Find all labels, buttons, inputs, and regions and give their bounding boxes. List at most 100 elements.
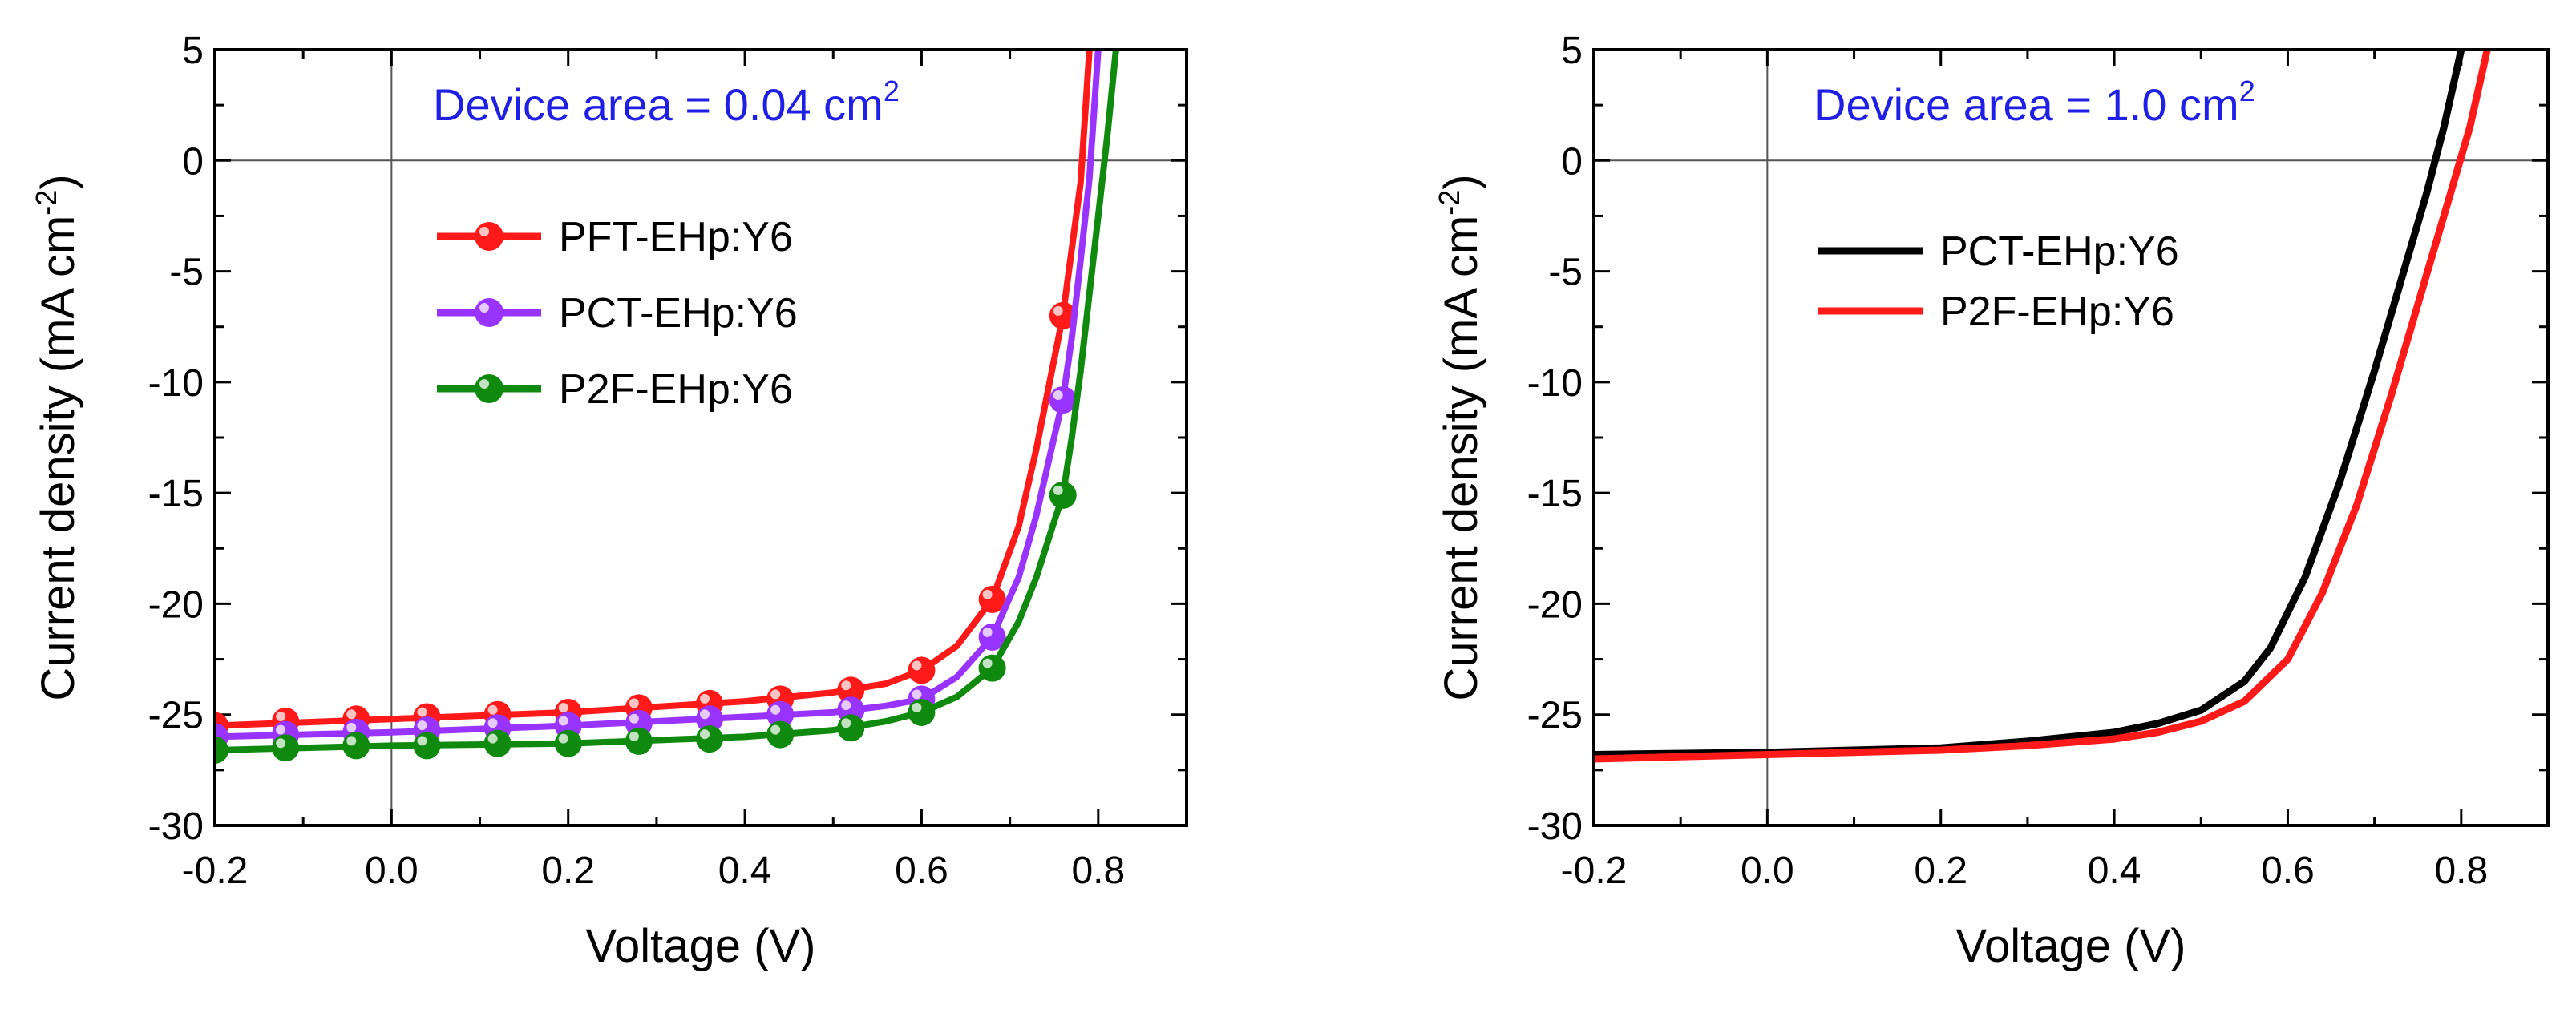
data-point [413,732,441,760]
y-tick-label: 0 [182,140,204,183]
y-tick-label: -10 [148,362,204,405]
x-tick-label: 0.2 [541,850,595,892]
data-point-highlight [558,733,568,744]
x-tick-label: 0.6 [895,850,948,892]
plot-frame [1592,48,2550,827]
y-tick-label: -20 [1527,583,1583,626]
data-point [342,732,370,760]
y-tick-label: 0 [1561,140,1583,183]
data-point-highlight [912,660,922,671]
y-tick-label: 5 [1561,30,1583,72]
device-area-sup: 2 [2239,75,2255,107]
x-tick-label: -0.2 [1561,850,1628,892]
legend-marker [475,374,503,403]
y-tick-label: -15 [1527,473,1583,515]
legend-label: P2F-EHp:Y6 [559,366,793,413]
y-axis-title-close: ) [1435,174,1487,189]
data-point-highlight [346,709,357,720]
y-axis-title: Current density (mA cm-2) [30,174,84,700]
data-point-highlight [558,702,568,712]
data-point-highlight [912,702,922,712]
x-tick-label: 0.2 [1914,850,1967,892]
data-point-highlight [417,720,427,731]
device-area-annotation: Device area = 1.0 cm2 [1814,75,2255,130]
device-area-text: Device area = 1.0 cm [1814,79,2239,130]
plot-frame [213,48,1188,827]
x-tick-label: 0.0 [1741,850,1794,892]
data-point-highlight [346,722,357,732]
y-axis-title-close: ) [32,174,84,189]
x-tick-label: -0.2 [182,850,249,892]
data-point-highlight [487,733,498,744]
y-tick-label: 5 [182,30,204,72]
plot-area [1594,50,2491,763]
data-point [978,654,1006,682]
legend-marker [475,222,503,251]
device-area-text: Device area = 0.04 cm [433,79,884,130]
plot-area [215,50,1119,764]
y-tick-label: -5 [169,252,204,294]
y-axis-title-sup: -2 [1433,190,1466,216]
y-tick-label: -30 [1527,805,1583,848]
device-area-annotation: Device area = 0.04 cm2 [433,75,900,130]
data-point [554,729,582,757]
x-axis-title: Voltage (V) [586,920,816,972]
legend-marker [475,298,503,327]
data-point-highlight [417,736,427,746]
data-point-highlight [841,700,851,711]
data-point-highlight [770,724,781,735]
data-point-highlight [770,689,781,700]
chart-panel-right: -0.2 0.0 0.2 0.4 0.6 0.8 5 0 -5 -10 -15 -20 -25 -30 Vo… [1433,30,2550,972]
y-tick-label: -10 [1527,362,1583,405]
device-area-sup: 2 [884,75,900,107]
data-point-highlight [1053,305,1063,316]
x-tick-label: 0.8 [2434,850,2488,892]
y-tick-label: -20 [148,583,204,626]
legend-marker-highlight [479,379,489,389]
data-point-highlight [487,704,498,715]
x-tick-label: 0.8 [1071,850,1125,892]
data-point [908,698,936,726]
data-point [837,714,865,742]
legend-label: P2F-EHp:Y6 [1940,289,2174,335]
data-point [483,729,512,757]
data-point [625,727,653,755]
data-point [1049,481,1077,509]
x-tick-label: 0.0 [365,850,419,892]
data-point-highlight [700,709,710,720]
legend-label: PFT-EHp:Y6 [559,214,793,260]
data-point [696,725,724,753]
legend-label: PCT-EHp:Y6 [1940,228,2179,275]
y-tick-label: -25 [1527,695,1583,737]
data-point-highlight [276,738,286,749]
y-tick-label: -25 [148,695,204,737]
data-point-highlight [1053,389,1063,400]
data-point-highlight [558,716,568,726]
y-tick-label: -15 [148,473,204,515]
data-point [766,720,795,749]
data-point [908,656,936,684]
y-axis-title-main: Current density (mA cm [32,216,84,701]
chart-panel-left: -0.2 0.0 0.2 0.4 0.6 0.8 5 0 -5 -10 -15 -20 -25 -30 Vo… [30,30,1188,972]
data-point-highlight [629,698,639,708]
data-point-highlight [700,729,710,740]
data-point-highlight [346,736,357,746]
series-line-2 [215,50,1119,753]
x-axis-title: Voltage (V) [1956,920,2186,972]
data-point-highlight [770,704,781,715]
data-point-highlight [1053,485,1063,495]
data-point-highlight [629,731,639,741]
data-point-highlight [629,713,639,724]
data-point-highlight [276,724,286,735]
data-point-highlight [276,712,286,722]
y-axis-title-sup: -2 [30,190,63,216]
legend-marker-highlight [479,227,489,236]
data-point-highlight [417,707,427,717]
data-point-highlight [841,718,851,728]
data-point-highlight [982,658,993,668]
y-tick-label: -30 [148,805,204,848]
x-tick-label: 0.6 [2261,850,2315,892]
x-tick-label: 0.4 [2088,850,2141,892]
data-point-highlight [912,689,922,700]
data-point-highlight [982,589,993,599]
